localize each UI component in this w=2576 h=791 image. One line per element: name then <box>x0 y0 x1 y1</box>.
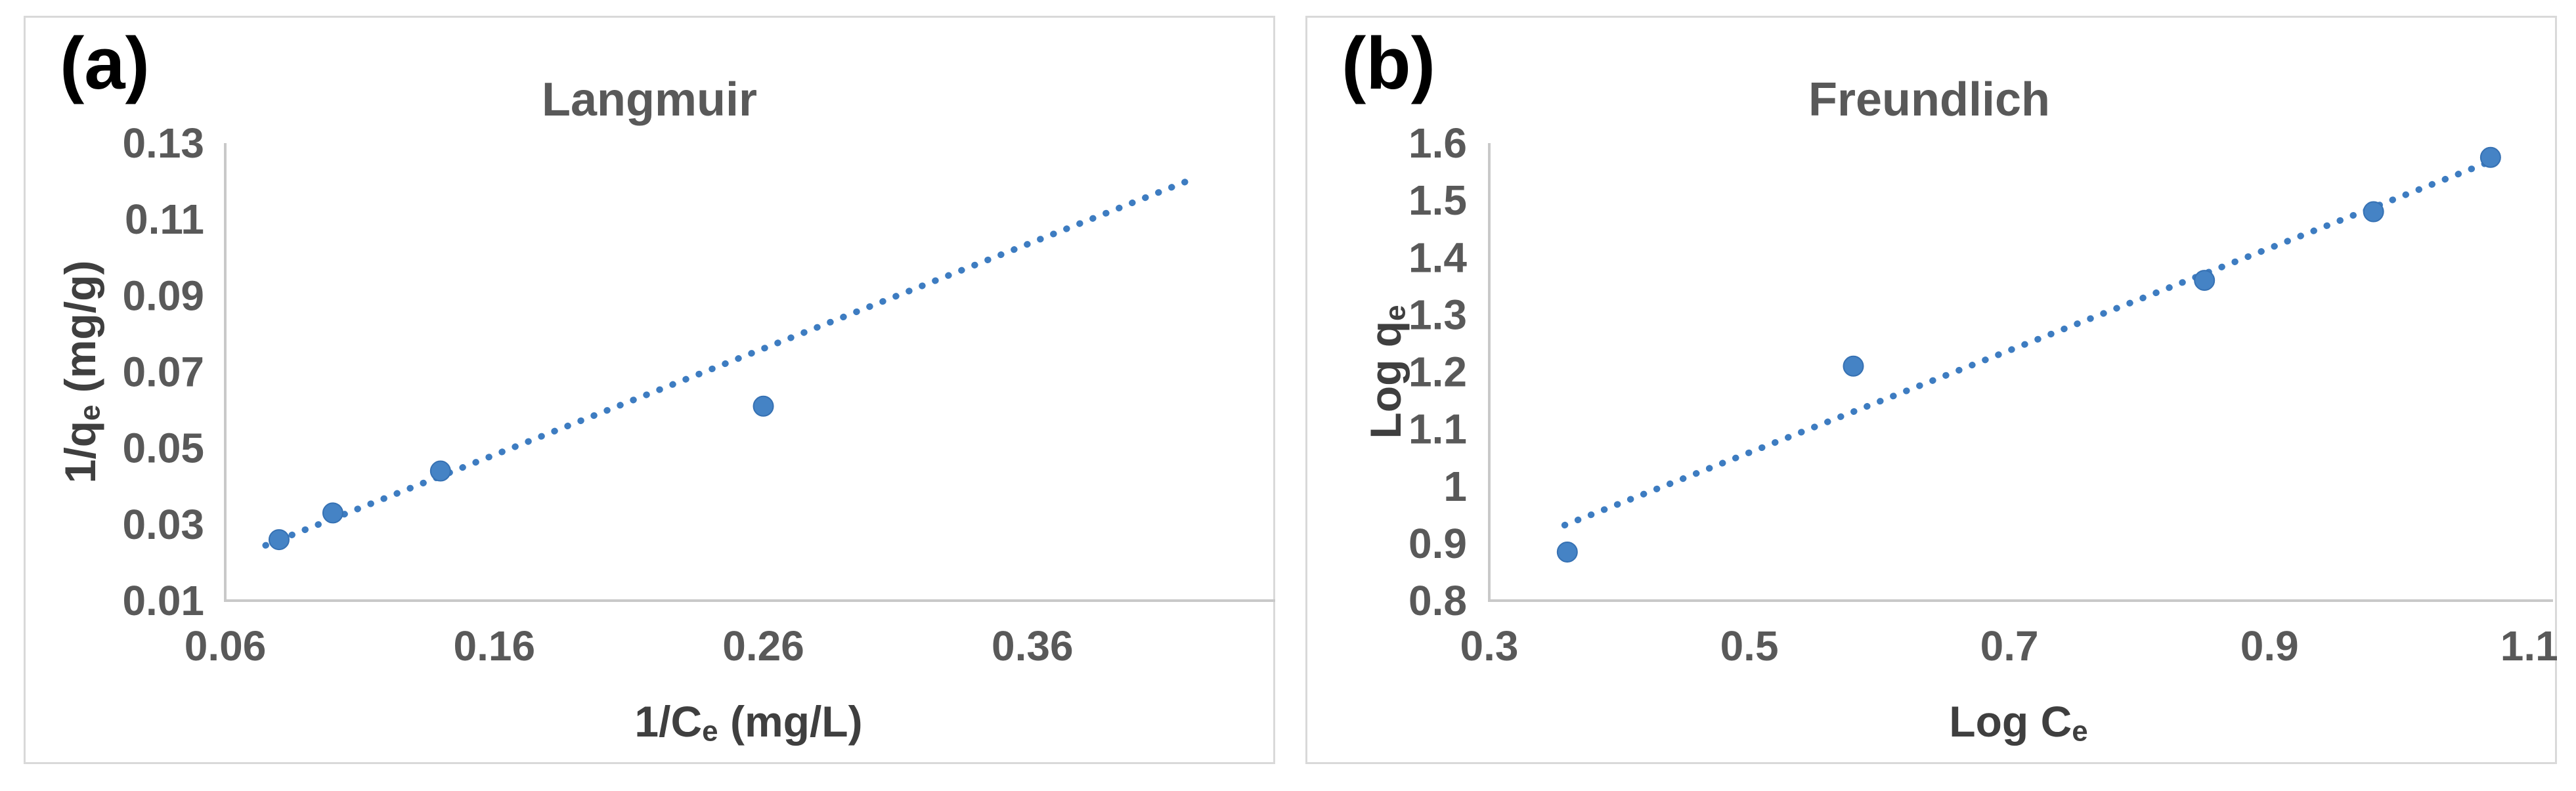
data-point-marker <box>429 460 451 482</box>
data-point-marker <box>2363 201 2384 223</box>
y-tick-label: 0.11 <box>125 196 204 243</box>
y-tick-label: 1.3 <box>1408 291 1467 338</box>
y-tick-label: 1.5 <box>1408 177 1467 224</box>
data-point-marker <box>753 395 774 417</box>
panel-label-b: (b) <box>1342 22 1436 104</box>
y-tick-label: 1.4 <box>1408 234 1467 281</box>
y-tick-label: 0.13 <box>122 119 204 167</box>
y-axis-title: 1/qe (mg/g) <box>56 261 106 484</box>
langmuir-panel: (a) 0.01 0.03 0.05 0.07 0.09 0.11 0.13 0.06 0.16… <box>24 16 1275 764</box>
x-tick-label: 0.36 <box>992 622 1074 670</box>
y-tick-label: 0.07 <box>122 349 204 396</box>
chart-title: Langmuir <box>542 74 757 126</box>
trendline <box>262 174 1200 549</box>
x-tick-label: 0.9 <box>2240 622 2299 670</box>
x-tick-label: 1.1 <box>2500 622 2557 670</box>
langmuir-scatter-chart: 0.01 0.03 0.05 0.07 0.09 0.11 0.13 0.06 0.16 0.26… <box>56 74 1275 747</box>
y-tick-label: 1.1 <box>1408 406 1467 453</box>
freundlich-scatter-chart: 0.8 0.9 1 1.1 1.2 1.3 1.4 1.5 1.6 0.3 0.5 0.7 0.9 1.1… <box>1361 74 2557 747</box>
x-tick-label: 0.7 <box>1980 622 2039 670</box>
x-tick-label: 0.5 <box>1720 622 1779 670</box>
y-tick-label: 0.05 <box>122 425 204 472</box>
data-point-marker <box>1843 355 1864 377</box>
panel-label-a: (a) <box>60 22 150 104</box>
x-tick-label: 0.26 <box>722 622 804 670</box>
data-point-marker <box>2479 146 2501 168</box>
x-tick-label: 0.16 <box>453 622 535 670</box>
y-tick-label: 0.8 <box>1408 577 1467 624</box>
x-axis-title: Log Ce <box>1949 697 2087 747</box>
data-point-marker <box>1556 541 1578 563</box>
chart-title: Freundlich <box>1808 74 2050 126</box>
trendline <box>1561 158 2494 528</box>
data-point-marker <box>2194 270 2216 291</box>
data-point-marker <box>268 529 290 551</box>
y-tick-label: 0.9 <box>1408 520 1467 567</box>
data-point-marker <box>322 502 343 524</box>
y-tick-label: 0.09 <box>122 272 204 319</box>
y-axis-title: Log qe <box>1361 305 1411 438</box>
y-tick-label: 1.2 <box>1408 349 1467 396</box>
x-tick-label: 0.3 <box>1460 622 1519 670</box>
freundlich-panel: (b) 0.8 0.9 1 1.1 1.2 1.3 1.4 1.5 1.6 0.3 0.5 0.7 0.… <box>1305 16 2557 764</box>
x-tick-label: 0.06 <box>185 622 267 670</box>
y-tick-label: 1 <box>1443 463 1467 510</box>
y-tick-label: 0.03 <box>122 501 204 548</box>
y-tick-label: 0.01 <box>122 577 204 624</box>
y-tick-label: 1.6 <box>1408 119 1467 167</box>
x-axis-title: 1/Ce (mg/L) <box>634 697 862 747</box>
